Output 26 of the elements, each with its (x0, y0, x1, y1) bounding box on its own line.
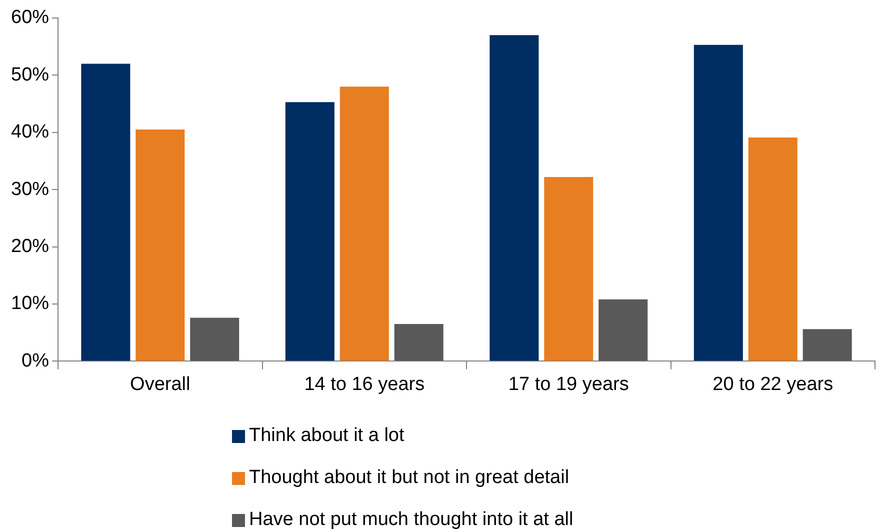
bar (490, 35, 539, 361)
x-tick-label: 20 to 22 years (712, 374, 834, 395)
y-tick-label: 60% (10, 7, 50, 28)
bar (190, 318, 240, 361)
bar (81, 64, 130, 361)
bar (802, 329, 852, 361)
bar (748, 138, 798, 361)
legend-label: Think about it a lot (249, 425, 404, 447)
bar (544, 177, 594, 361)
bar (340, 86, 389, 361)
legend-label: Thought about it but not in great detail (249, 467, 570, 489)
legend-label: Have not put much thought into it at all (249, 509, 574, 529)
y-tick-label: 10% (10, 293, 50, 314)
bar (694, 44, 743, 361)
y-tick-label: 50% (10, 64, 50, 86)
x-tick-label: 17 to 19 years (508, 374, 629, 395)
bar (394, 324, 444, 361)
y-tick-label: 30% (10, 178, 50, 200)
bar (598, 299, 648, 361)
y-tick-label: 0% (22, 350, 50, 372)
x-tick-label: 14 to 16 years (304, 374, 425, 395)
y-tick-label: 40% (10, 122, 50, 143)
x-tick-label: Overall (130, 374, 190, 395)
y-tick-label: 20% (10, 236, 50, 258)
bar (285, 102, 334, 361)
bar (136, 130, 185, 361)
